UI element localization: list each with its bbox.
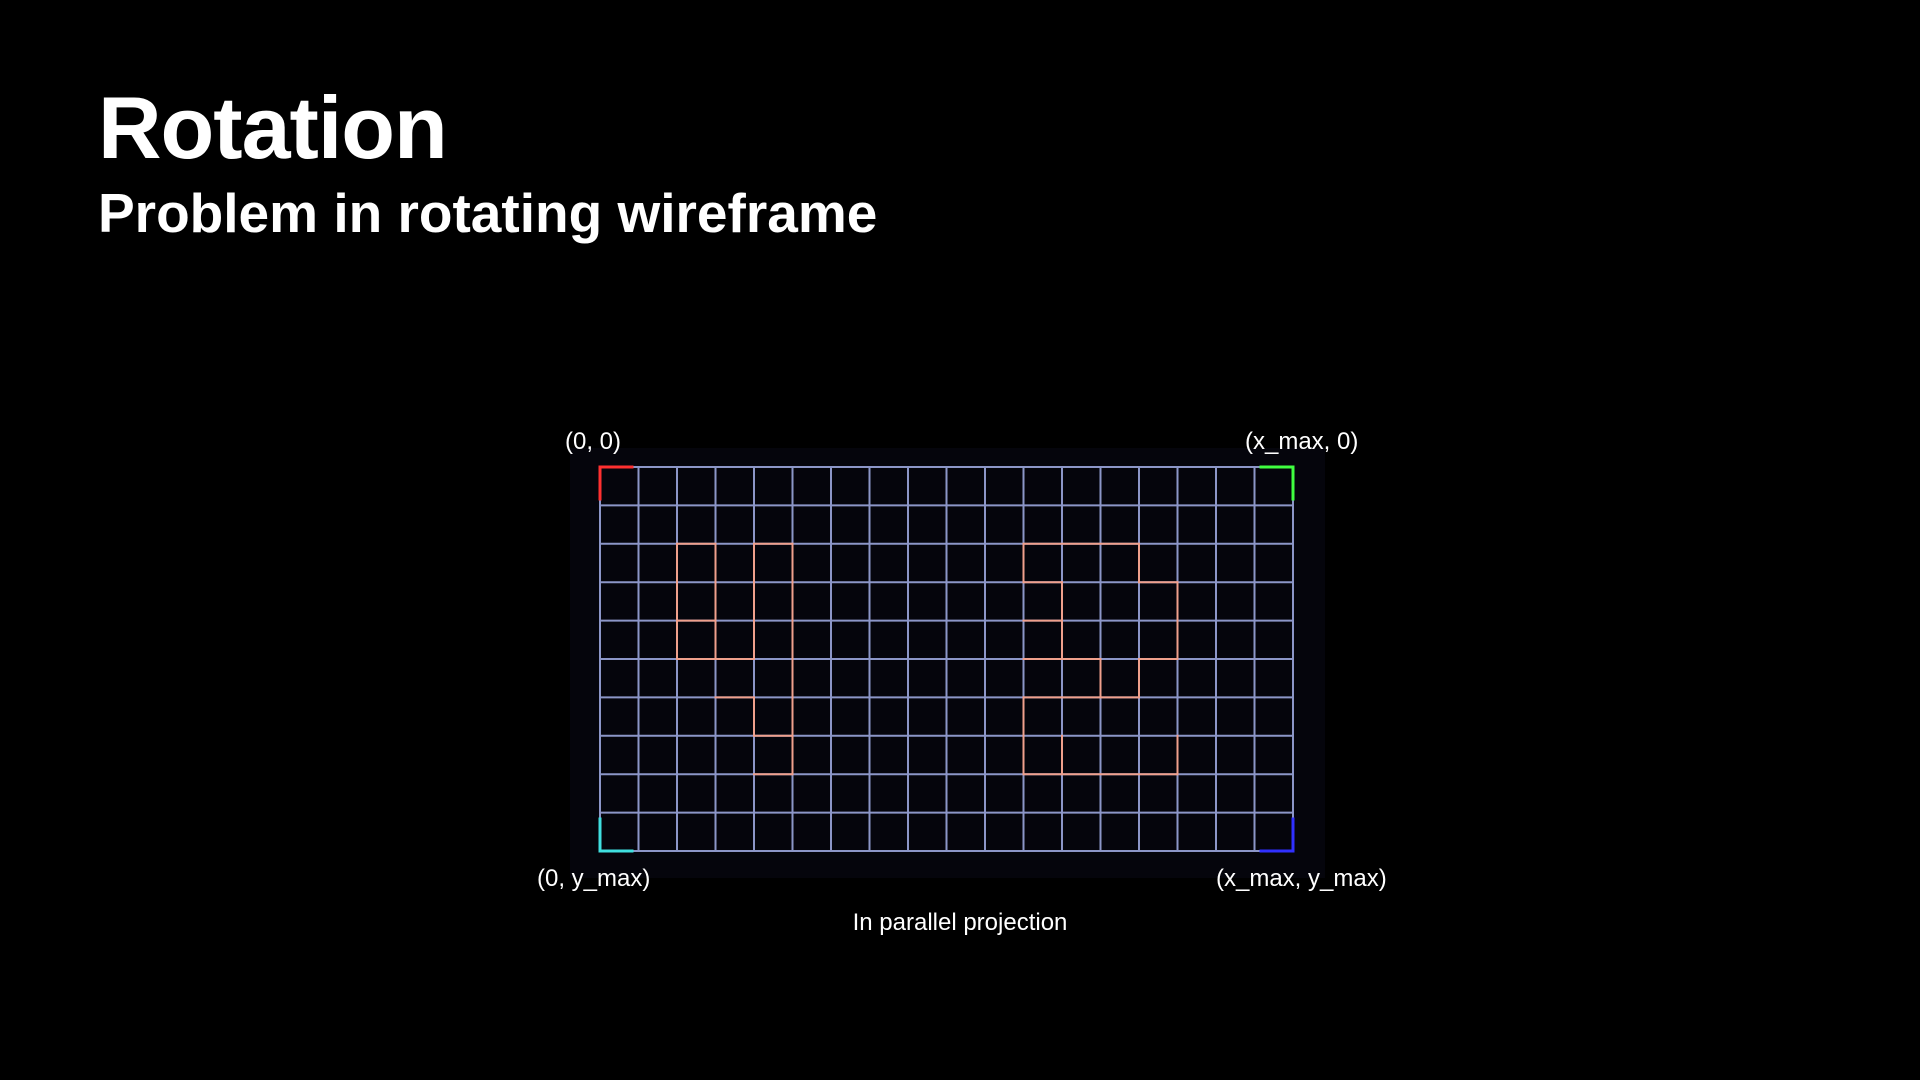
figure-caption: In parallel projection <box>852 909 1068 936</box>
digit-pattern <box>676 542 1179 776</box>
corner-marks <box>598 465 1295 853</box>
grid-lines <box>599 466 1294 852</box>
wireframe-grid <box>570 448 1325 878</box>
corner-label-bottom-right: (x_max, y_max) <box>1216 865 1387 892</box>
slide-subtitle: Problem in rotating wireframe <box>98 182 878 244</box>
slide-title: Rotation <box>98 78 448 177</box>
corner-label-top-right: (x_max, 0) <box>1245 428 1359 455</box>
corner-label-top-left: (0, 0) <box>565 428 622 455</box>
corner-label-bottom-left: (0, y_max) <box>537 865 651 892</box>
